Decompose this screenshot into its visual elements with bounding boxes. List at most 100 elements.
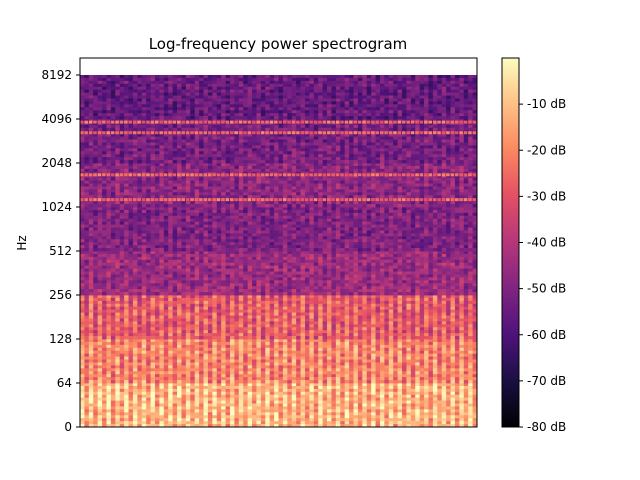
- spectrogram-cell: [322, 418, 328, 422]
- spectrogram-cell: [260, 271, 266, 275]
- spectrogram-cell: [141, 253, 147, 258]
- spectrogram-cell: [406, 315, 412, 319]
- spectrogram-cell: [357, 259, 363, 264]
- spectrogram-cell: [243, 362, 249, 366]
- spectrogram-cell: [234, 253, 240, 258]
- spectrogram-cell: [446, 403, 451, 407]
- spectrogram-cell: [141, 421, 147, 425]
- spectrogram-cell: [375, 309, 381, 313]
- spectrogram-cell: [327, 253, 332, 258]
- spectrogram-cell: [181, 388, 187, 393]
- spectrogram-cell: [269, 344, 275, 349]
- spectrogram-cell: [406, 259, 412, 264]
- spectrogram-cell: [327, 339, 332, 343]
- spectrogram-cell: [172, 403, 178, 407]
- spectrogram-cell: [190, 339, 196, 343]
- spectrogram-cell: [172, 268, 178, 272]
- spectrogram-cell: [225, 400, 231, 404]
- spectrogram-cell: [159, 350, 165, 355]
- spectrogram-cell: [472, 359, 477, 363]
- spectrogram-cell: [340, 391, 346, 396]
- spectrogram-cell: [106, 262, 112, 267]
- spectrogram-cell: [212, 412, 218, 416]
- spectrogram-cell: [459, 350, 465, 355]
- spectrogram-cell: [441, 321, 447, 325]
- spectrogram-cell: [106, 403, 112, 407]
- spectrogram-cell: [234, 274, 240, 278]
- spectrogram-cell: [243, 321, 249, 325]
- spectrogram-cell: [168, 318, 174, 322]
- spectrogram-cell: [234, 424, 240, 427]
- spectrogram-cell: [115, 321, 121, 325]
- spectrogram-cell: [331, 259, 337, 264]
- spectrogram-cell: [366, 300, 372, 305]
- spectrogram-cell: [177, 403, 182, 407]
- spectrogram-cell: [141, 391, 147, 396]
- spectrogram-cell: [185, 406, 191, 410]
- spectrogram-cell: [406, 312, 412, 316]
- spectrogram-cell: [410, 377, 416, 381]
- spectrogram-cell: [366, 336, 372, 340]
- spectrogram-cell: [243, 377, 249, 381]
- spectrogram-cell: [454, 362, 460, 366]
- spectrogram-cell: [344, 359, 350, 363]
- spectrogram-cell: [397, 415, 403, 419]
- spectrogram-cell: [432, 418, 438, 422]
- spectrogram-cell: [446, 391, 451, 396]
- spectrogram-cell: [432, 295, 438, 299]
- spectrogram-cell: [437, 400, 443, 404]
- spectrogram-cell: [278, 400, 284, 404]
- spectrogram-cell: [362, 409, 368, 413]
- spectrogram-cell: [247, 309, 253, 313]
- spectrogram-cell: [190, 377, 196, 381]
- spectrogram-cell: [441, 306, 447, 311]
- spectrogram-cell: [384, 327, 390, 331]
- spectrogram-cell: [472, 327, 477, 331]
- spectrogram-cell: [84, 380, 90, 384]
- spectrogram-cell: [441, 303, 447, 308]
- spectrogram-cell: [163, 312, 169, 316]
- spectrogram-cell: [243, 277, 249, 281]
- spectrogram-cell: [137, 412, 143, 416]
- spectrogram-cell: [291, 412, 297, 416]
- spectrogram-cell: [260, 383, 266, 387]
- spectrogram-cell: [106, 397, 112, 401]
- spectrogram-cell: [296, 388, 301, 393]
- spectrogram-cell: [472, 371, 477, 375]
- spectrogram-cell: [168, 406, 174, 410]
- spectrogram-cell: [322, 368, 328, 372]
- spectrogram-cell: [203, 400, 209, 404]
- spectrogram-cell: [327, 312, 332, 316]
- spectrogram-cell: [88, 253, 94, 258]
- spectrogram-cell: [362, 256, 368, 261]
- spectrogram-cell: [150, 347, 156, 352]
- spectrogram-cell: [371, 356, 376, 360]
- spectrogram-cell: [84, 327, 90, 331]
- spectrogram-cell: [415, 262, 421, 267]
- spectrogram-cell: [446, 336, 451, 340]
- spectrogram-cell: [80, 318, 85, 322]
- spectrogram-cell: [472, 397, 477, 401]
- spectrogram-cell: [384, 359, 390, 363]
- spectrogram-cell: [349, 297, 354, 302]
- spectrogram-cell: [199, 309, 204, 313]
- spectrogram-cell: [415, 312, 421, 316]
- spectrogram-cell: [379, 315, 385, 319]
- spectrogram-cell: [296, 397, 301, 401]
- spectrogram-cell: [229, 253, 235, 258]
- spectrogram-cell: [406, 339, 412, 343]
- spectrogram-cell: [357, 365, 363, 369]
- spectrogram-cell: [379, 321, 385, 325]
- spectrogram-cell: [207, 385, 213, 390]
- spectrogram-cell: [97, 347, 103, 352]
- spectrogram-cell: [159, 265, 165, 269]
- spectrogram-cell: [424, 383, 429, 387]
- spectrogram-cell: [384, 271, 390, 275]
- spectrogram-cell: [375, 339, 381, 343]
- spectrogram-cell: [424, 350, 429, 355]
- spectrogram-cell: [300, 374, 306, 378]
- spectrogram-cell: [256, 406, 262, 410]
- spectrogram-cell: [454, 256, 460, 261]
- spectrogram-cell: [454, 333, 460, 337]
- spectrogram-cell: [260, 256, 266, 261]
